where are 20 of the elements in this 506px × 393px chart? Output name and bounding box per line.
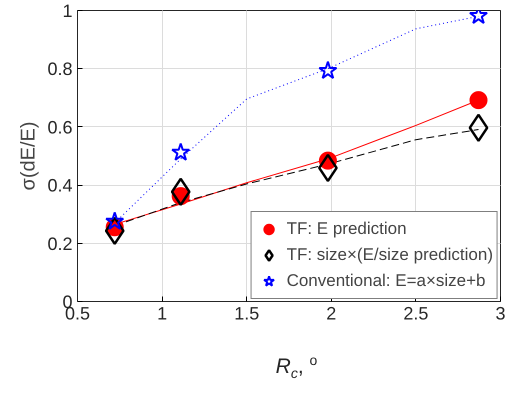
point	[170, 178, 191, 206]
point	[105, 211, 124, 230]
y-tick-label: 0.4	[47, 176, 73, 196]
x-tick-label: 2.5	[403, 304, 428, 324]
y-tick-label: 0.6	[47, 117, 73, 138]
y-axis-title: σ(dE/E)	[17, 121, 40, 191]
x-axis-title: R$_{c}$, $^{o}$	[276, 351, 318, 384]
point	[318, 60, 338, 80]
legend-label: Conventional: E=a×size+b	[286, 270, 486, 292]
y-tick-label: 0.2	[47, 234, 73, 254]
x-tick-label: 1.5	[234, 304, 260, 324]
y-tick-label: 1	[62, 1, 73, 21]
y-tick-label: 0.8	[47, 59, 73, 80]
x-tick-label: 3	[495, 304, 506, 324]
x-tick-label: 2	[326, 304, 336, 324]
point	[171, 142, 190, 161]
x-tick-label: 1	[157, 304, 168, 324]
legend-label: TF: size×(E/size prediction)	[286, 244, 493, 266]
legend-label: TF: E prediction	[286, 218, 407, 240]
point	[470, 91, 488, 110]
